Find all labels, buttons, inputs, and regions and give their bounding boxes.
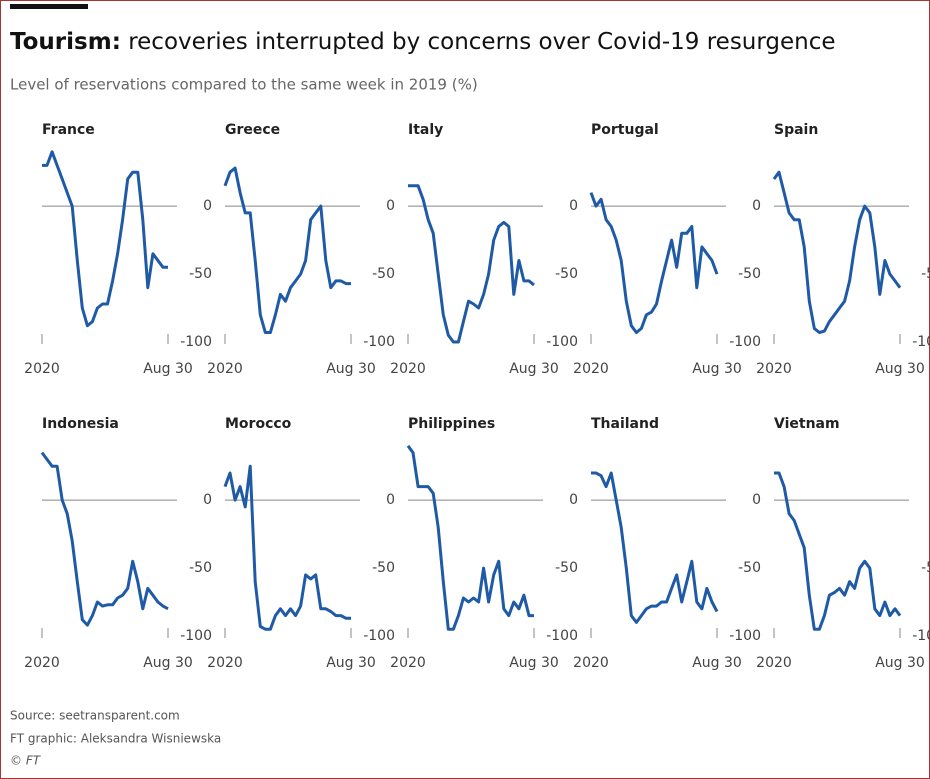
x-tick-label: 2020 <box>207 361 243 377</box>
y-tick-label: 0 <box>203 198 212 214</box>
line <box>406 444 534 631</box>
x-tick-label: Aug 30 <box>692 361 742 377</box>
line <box>223 166 351 334</box>
y-tick-label: -100 <box>180 628 212 644</box>
y-tick-label: -100 <box>180 334 212 350</box>
y-tick-label: 0 <box>203 492 212 508</box>
panel-title: France <box>42 122 95 138</box>
x-tick-label: 2020 <box>390 655 426 671</box>
y-tick-label: 0 <box>752 198 761 214</box>
x-tick-label: Aug 30 <box>143 655 193 671</box>
y-tick-label: -50 <box>555 560 578 576</box>
y-tick-label: 0 <box>386 198 395 214</box>
x-tick-label: 2020 <box>24 361 60 377</box>
y-tick-label: -100 <box>729 628 761 644</box>
panel-title: Greece <box>225 122 280 138</box>
title-text: recoveries interrupted by concerns over … <box>128 29 835 55</box>
line <box>774 471 902 631</box>
y-tick-label: 0 <box>386 492 395 508</box>
y-tick-label: -50 <box>372 266 395 282</box>
y-tick-label: -100 <box>363 334 395 350</box>
y-tick-label: -100 <box>912 628 930 644</box>
y-tick-label: -100 <box>546 334 578 350</box>
line <box>772 170 902 334</box>
top-bar <box>10 4 88 9</box>
chart-title: Tourism: recoveries interrupted by conce… <box>10 29 836 55</box>
x-tick-label: 2020 <box>573 361 609 377</box>
source: Source: seetransparent.com <box>10 709 180 723</box>
y-tick-label: -100 <box>729 334 761 350</box>
line <box>42 150 168 328</box>
x-tick-label: Aug 30 <box>875 361 925 377</box>
line <box>408 184 535 344</box>
x-tick-label: Aug 30 <box>326 361 376 377</box>
credit: FT graphic: Aleksandra Wisniewska <box>10 732 221 746</box>
panel-title: Philippines <box>408 416 495 432</box>
line <box>40 451 169 627</box>
x-tick-label: 2020 <box>573 655 609 671</box>
y-tick-label: 0 <box>569 198 578 214</box>
x-tick-label: 2020 <box>390 361 426 377</box>
line <box>589 192 719 334</box>
panel-title: Thailand <box>591 416 659 432</box>
panel-title: Italy <box>408 122 443 138</box>
y-tick-label: 0 <box>752 492 761 508</box>
copyright: © FT <box>10 754 42 768</box>
y-tick-label: 0 <box>569 492 578 508</box>
panel-title: Portugal <box>591 122 659 138</box>
line <box>591 471 719 624</box>
x-tick-label: 2020 <box>24 655 60 671</box>
x-tick-label: 2020 <box>207 655 243 671</box>
x-tick-label: Aug 30 <box>326 655 376 671</box>
y-tick-label: -50 <box>921 560 930 576</box>
x-tick-label: Aug 30 <box>875 655 925 671</box>
y-tick-label: -100 <box>546 628 578 644</box>
x-tick-label: Aug 30 <box>692 655 742 671</box>
y-tick-label: -50 <box>555 266 578 282</box>
x-tick-label: 2020 <box>756 655 792 671</box>
y-tick-label: -100 <box>363 628 395 644</box>
y-tick-label: -50 <box>189 266 212 282</box>
panel-title: Morocco <box>225 416 292 432</box>
line <box>223 464 351 631</box>
panel-title: Vietnam <box>774 416 840 432</box>
y-tick-label: -50 <box>738 560 761 576</box>
y-tick-label: -50 <box>372 560 395 576</box>
title-lead: Tourism: <box>10 29 121 55</box>
y-tick-label: -50 <box>189 560 212 576</box>
subtitle: Level of reservations compared to the sa… <box>10 76 478 94</box>
y-tick-label: -100 <box>912 334 930 350</box>
y-tick-label: -50 <box>738 266 761 282</box>
panel-title: Spain <box>774 122 818 138</box>
panel-title: Indonesia <box>42 416 119 432</box>
y-tick-label: -50 <box>921 266 930 282</box>
x-tick-label: Aug 30 <box>509 655 559 671</box>
x-tick-label: 2020 <box>756 361 792 377</box>
x-tick-label: Aug 30 <box>143 361 193 377</box>
x-tick-label: Aug 30 <box>509 361 559 377</box>
